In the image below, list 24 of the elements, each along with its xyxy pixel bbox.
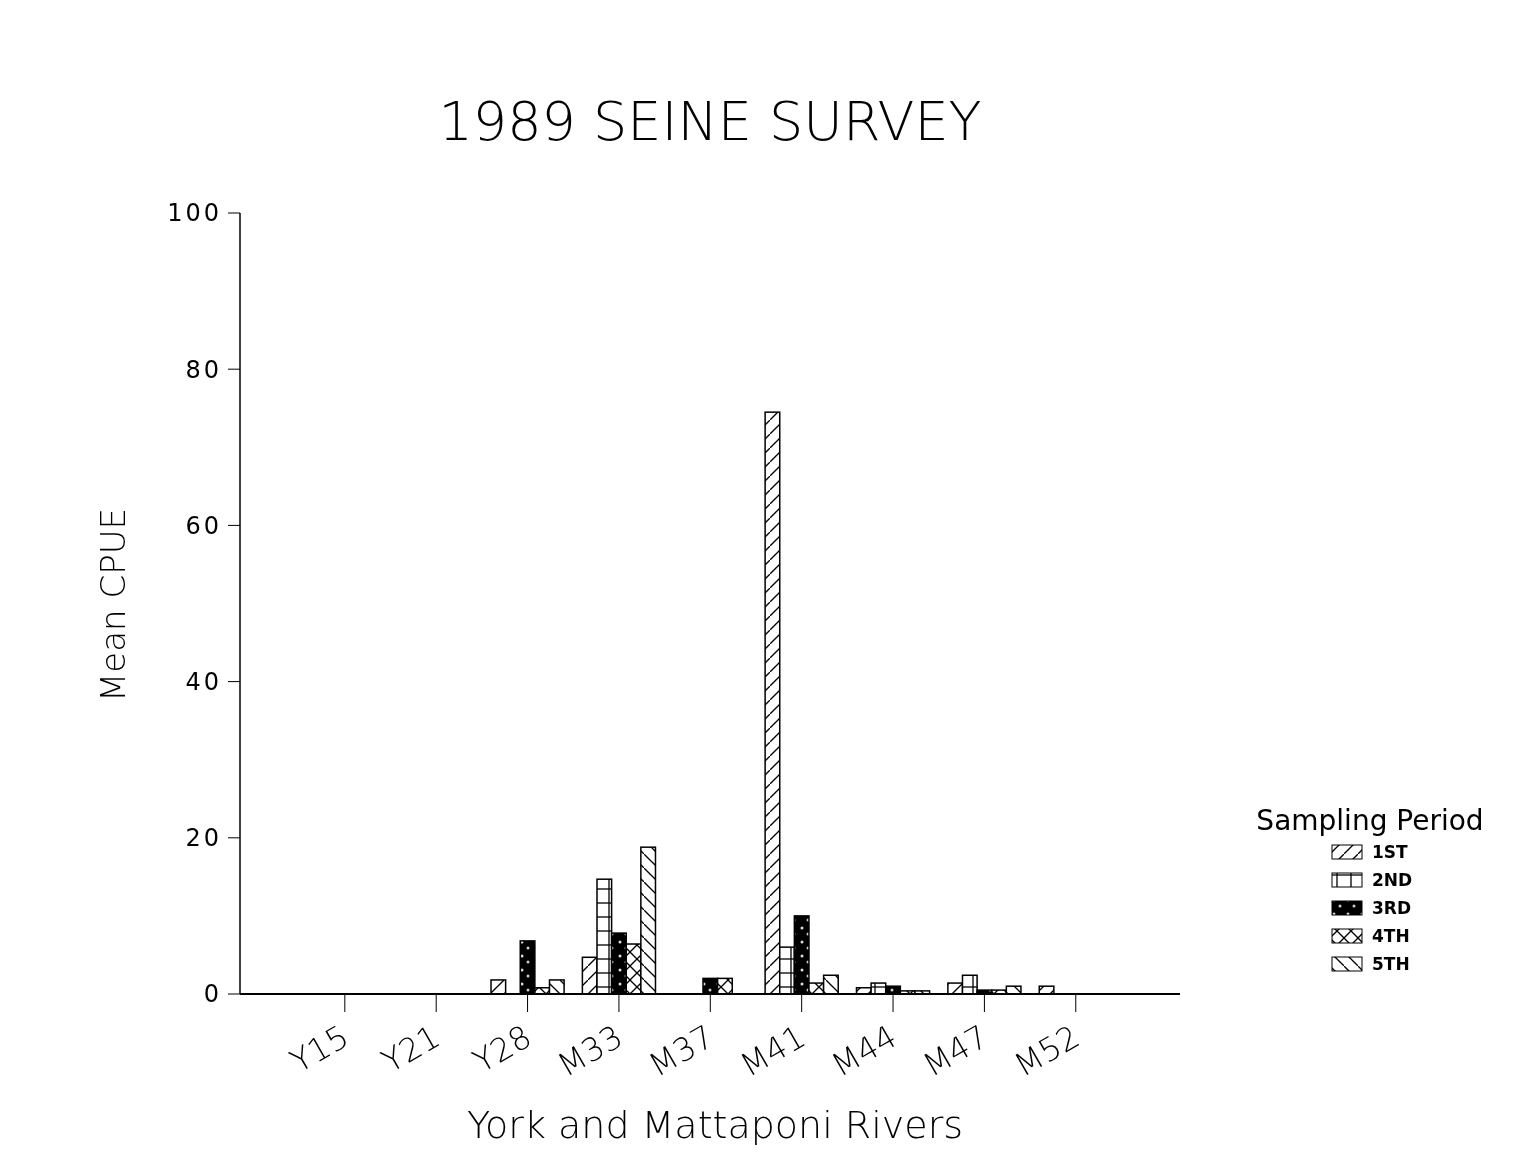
legend-label: 5TH (1372, 953, 1410, 974)
x-tick-label: Y28 (466, 1017, 538, 1081)
x-tick-label: M37 (642, 1017, 721, 1085)
legend-label: 1ST (1372, 841, 1409, 862)
x-tick-label: M41 (733, 1017, 812, 1085)
chart-title: 1989 SEINE SURVEY (438, 90, 982, 153)
x-tick-label: M44 (825, 1017, 904, 1085)
y-tick-label: 40 (185, 668, 222, 696)
y-tick-label: 80 (185, 355, 222, 384)
y-axis-title: Mean CPUE (93, 507, 133, 703)
x-tick-label: Y15 (283, 1017, 356, 1081)
x-tick-label: M33 (550, 1017, 630, 1085)
x-axis-title: York and Mattaponi Rivers (466, 1103, 964, 1147)
y-tick-label: 20 (185, 824, 222, 853)
x-tick-label: M47 (916, 1017, 995, 1085)
x-tick-label: M52 (1007, 1017, 1086, 1085)
x-tick-label: Y21 (375, 1017, 447, 1081)
legend-label: 4TH (1372, 925, 1410, 946)
legend-title: Sampling Period (1256, 804, 1484, 837)
legend-label: 2ND (1372, 869, 1413, 890)
y-tick-label: 60 (185, 511, 222, 540)
y-tick-label: 100 (167, 199, 222, 228)
legend-label: 3RD (1372, 897, 1412, 918)
y-tick-label: 0 (203, 980, 222, 1009)
